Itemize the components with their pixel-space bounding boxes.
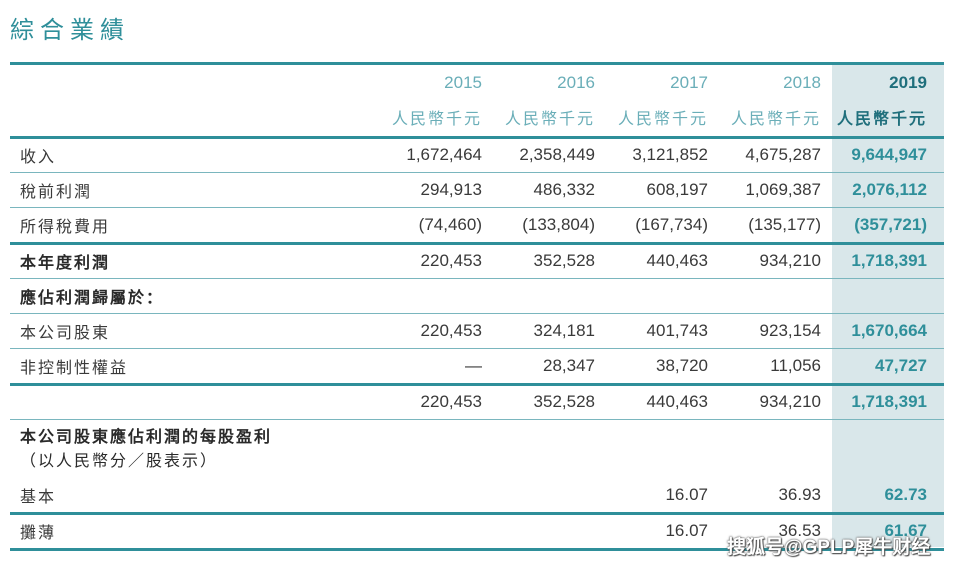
cell-value: (74,460) — [418, 215, 482, 234]
cell-value: 2,358,449 — [519, 145, 595, 164]
cell-value: — — [465, 356, 482, 375]
row-label: 所得稅費用 — [20, 217, 111, 236]
cell-value: (133,804) — [522, 215, 595, 234]
cell-value: 294,913 — [420, 180, 482, 199]
table-row: 收入 1,672,464 2,358,449 3,121,852 4,675,2… — [10, 138, 944, 172]
table-row: 所得稅費用 (74,460) (133,804) (167,734) (135,… — [10, 208, 944, 242]
cell-value: 61.67 — [884, 521, 927, 540]
row-divider — [10, 207, 944, 208]
unit-label: 人民幣千元 — [391, 109, 482, 128]
cell-value: 28,347 — [543, 356, 595, 375]
cell-value: 324,181 — [533, 321, 595, 340]
row-label: 稅前利潤 — [20, 182, 93, 201]
year-header-row: 2015 2016 2017 2018 2019 — [10, 68, 944, 98]
cell-value: 16.07 — [665, 521, 708, 540]
page-title: 綜合業績 — [10, 16, 130, 44]
cell-value: 47,727 — [875, 356, 927, 375]
cell-value: 36.93 — [778, 485, 821, 504]
cell-value: 934,210 — [759, 251, 821, 270]
cell-value: 220,453 — [420, 251, 482, 270]
row-divider — [10, 278, 944, 279]
eps-heading-line2: （以人民幣分／股表示） — [20, 451, 219, 470]
unit-label: 人民幣千元 — [836, 109, 927, 128]
cell-value: 401,743 — [646, 321, 708, 340]
cell-value: 220,453 — [420, 321, 482, 340]
table-row: 本公司股東 220,453 324,181 401,743 923,154 1,… — [10, 314, 944, 348]
cell-value: 1,069,387 — [745, 180, 821, 199]
row-divider — [10, 348, 944, 349]
year-2019: 2019 — [889, 73, 927, 92]
row-label: 攤薄 — [20, 523, 57, 542]
unit-label: 人民幣千元 — [730, 109, 821, 128]
year-2017: 2017 — [670, 73, 708, 92]
cell-value: 1,670,664 — [851, 321, 927, 340]
cell-value: 934,210 — [759, 392, 821, 411]
cell-value: 62.73 — [884, 485, 927, 504]
cell-value: (357,721) — [854, 215, 927, 234]
cell-value: 11,056 — [770, 356, 821, 375]
row-label: 非控制性權益 — [20, 358, 129, 377]
cell-value: 4,675,287 — [745, 145, 821, 164]
cell-value: 486,332 — [533, 180, 595, 199]
unit-label: 人民幣千元 — [504, 109, 595, 128]
row-label: 本年度利潤 — [20, 253, 111, 272]
unit-header-row: 人民幣千元 人民幣千元 人民幣千元 人民幣千元 人民幣千元 — [10, 102, 944, 132]
row-divider — [10, 172, 944, 173]
year-2016: 2016 — [557, 73, 595, 92]
cell-value: 9,644,947 — [851, 145, 927, 164]
row-divider — [10, 383, 944, 386]
row-divider — [10, 242, 944, 245]
header-bottom-rule — [10, 136, 944, 139]
table-row: 稅前利潤 294,913 486,332 608,197 1,069,387 2… — [10, 173, 944, 207]
cell-value: 16.07 — [665, 485, 708, 504]
cell-value: 1,672,464 — [406, 145, 482, 164]
year-2018: 2018 — [783, 73, 821, 92]
table-top-rule — [10, 62, 944, 65]
table-row: 220,453 352,528 440,463 934,210 1,718,39… — [10, 385, 944, 419]
row-label: 收入 — [20, 147, 57, 166]
table-bottom-rule — [10, 548, 944, 551]
cell-value: 1,718,391 — [851, 392, 927, 411]
cell-value: 440,463 — [646, 251, 708, 270]
cell-value: 2,076,112 — [852, 180, 927, 199]
cell-value: 608,197 — [646, 180, 708, 199]
eps-heading-line1: 本公司股東應佔利潤的每股盈利 — [20, 427, 273, 446]
row-divider — [10, 512, 944, 515]
row-divider — [10, 419, 944, 420]
cell-value: (135,177) — [748, 215, 821, 234]
cell-value: 352,528 — [533, 251, 595, 270]
year-2015: 2015 — [444, 73, 482, 92]
table-row: 本年度利潤 220,453 352,528 440,463 934,210 1,… — [10, 244, 944, 278]
row-divider — [10, 313, 944, 314]
table-row: 非控制性權益 — 28,347 38,720 11,056 47,727 — [10, 349, 944, 383]
cell-value: 440,463 — [646, 392, 708, 411]
table-row: 攤薄 16.07 36.53 61.67 — [10, 514, 944, 548]
unit-label: 人民幣千元 — [617, 109, 708, 128]
row-label: 本公司股東 — [20, 323, 111, 342]
section-heading-row: 應佔利潤歸屬於： — [10, 279, 944, 313]
cell-value: 1,718,391 — [851, 251, 927, 270]
eps-heading-row: 本公司股東應佔利潤的每股盈利 （以人民幣分／股表示） — [10, 422, 944, 476]
section-heading: 應佔利潤歸屬於： — [20, 288, 165, 307]
table-row: 基本 16.07 36.93 62.73 — [10, 478, 944, 512]
cell-value: 220,453 — [420, 392, 482, 411]
watermark: 搜狐号@GPLP犀牛财经 — [727, 537, 931, 558]
current-year-highlight-column — [832, 62, 944, 547]
cell-value: 923,154 — [759, 321, 821, 340]
row-label: 基本 — [20, 487, 57, 506]
cell-value: 36.53 — [778, 521, 821, 540]
cell-value: 38,720 — [656, 356, 708, 375]
cell-value: 352,528 — [533, 392, 595, 411]
cell-value: (167,734) — [635, 215, 708, 234]
cell-value: 3,121,852 — [632, 145, 708, 164]
